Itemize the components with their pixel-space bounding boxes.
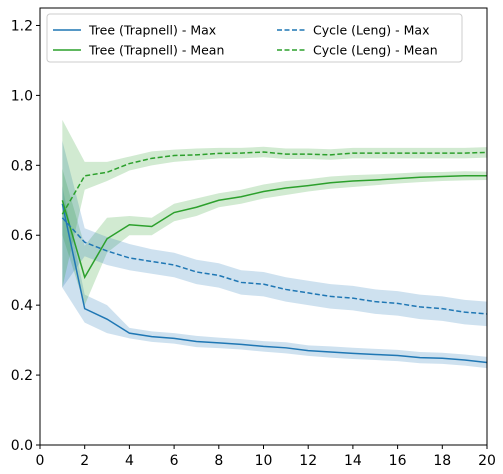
band-series-1 — [62, 168, 487, 306]
line-series-1 — [61, 175, 487, 280]
y-tick-label: 0.8 — [11, 158, 33, 174]
confidence-bands — [62, 119, 487, 369]
x-tick-label: 18 — [433, 453, 451, 469]
x-tick-label: 12 — [299, 453, 317, 469]
legend-box — [46, 13, 463, 63]
line-series-0 — [61, 203, 488, 364]
x-tick-label: 16 — [389, 453, 407, 469]
plot-background — [40, 8, 487, 445]
x-tick-label: 2 — [80, 453, 89, 469]
line-series-2 — [61, 217, 488, 315]
legend: Tree (Trapnell) - Max Tree (Trapnell) - M… — [46, 13, 463, 63]
y-tick-label: 1.2 — [11, 18, 33, 34]
y-tick-label: 0.0 — [11, 438, 33, 454]
x-tick-label: 8 — [214, 453, 223, 469]
series-lines — [61, 151, 488, 364]
x-axis: 0 2 4 6 8 10 12 14 16 18 20 — [36, 445, 496, 469]
x-tick-label: 14 — [344, 453, 362, 469]
legend-label: Cycle (Leng) - Mean — [313, 43, 438, 58]
y-tick-label: 0.2 — [11, 368, 33, 384]
x-tick-label: 6 — [170, 453, 179, 469]
y-axis: 0.0 0.2 0.4 0.6 0.8 1.0 1.2 — [11, 18, 40, 454]
y-tick-label: 0.6 — [11, 228, 33, 244]
y-tick-label: 0.4 — [11, 298, 33, 314]
band-series-3 — [62, 119, 487, 288]
x-tick-label: 4 — [125, 453, 134, 469]
legend-label: Tree (Trapnell) - Mean — [88, 43, 224, 58]
legend-label: Cycle (Leng) - Max — [313, 23, 429, 38]
legend-label: Tree (Trapnell) - Max — [88, 23, 216, 38]
x-tick-label: 0 — [36, 453, 45, 469]
x-tick-label: 10 — [255, 453, 273, 469]
x-tick-label: 20 — [478, 453, 496, 469]
band-series-2 — [62, 140, 487, 327]
y-tick-label: 1.0 — [11, 88, 33, 104]
line-series-3 — [61, 151, 488, 215]
